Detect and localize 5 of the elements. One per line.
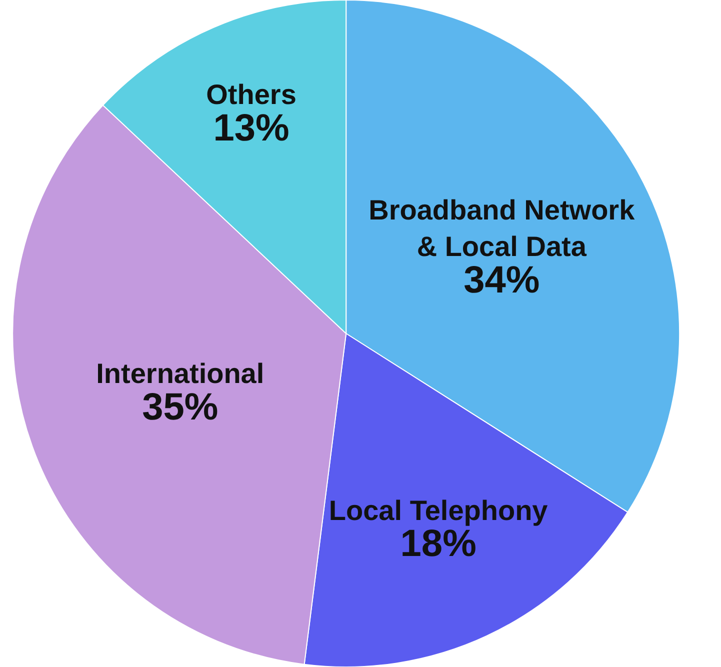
slice-label: Broadband Network & Local Data xyxy=(368,194,636,262)
slice-label: Others xyxy=(206,79,296,110)
data-label: 34% xyxy=(464,259,540,302)
slice-label: Local Telephony xyxy=(328,494,548,526)
data-label: 13% xyxy=(213,108,290,150)
